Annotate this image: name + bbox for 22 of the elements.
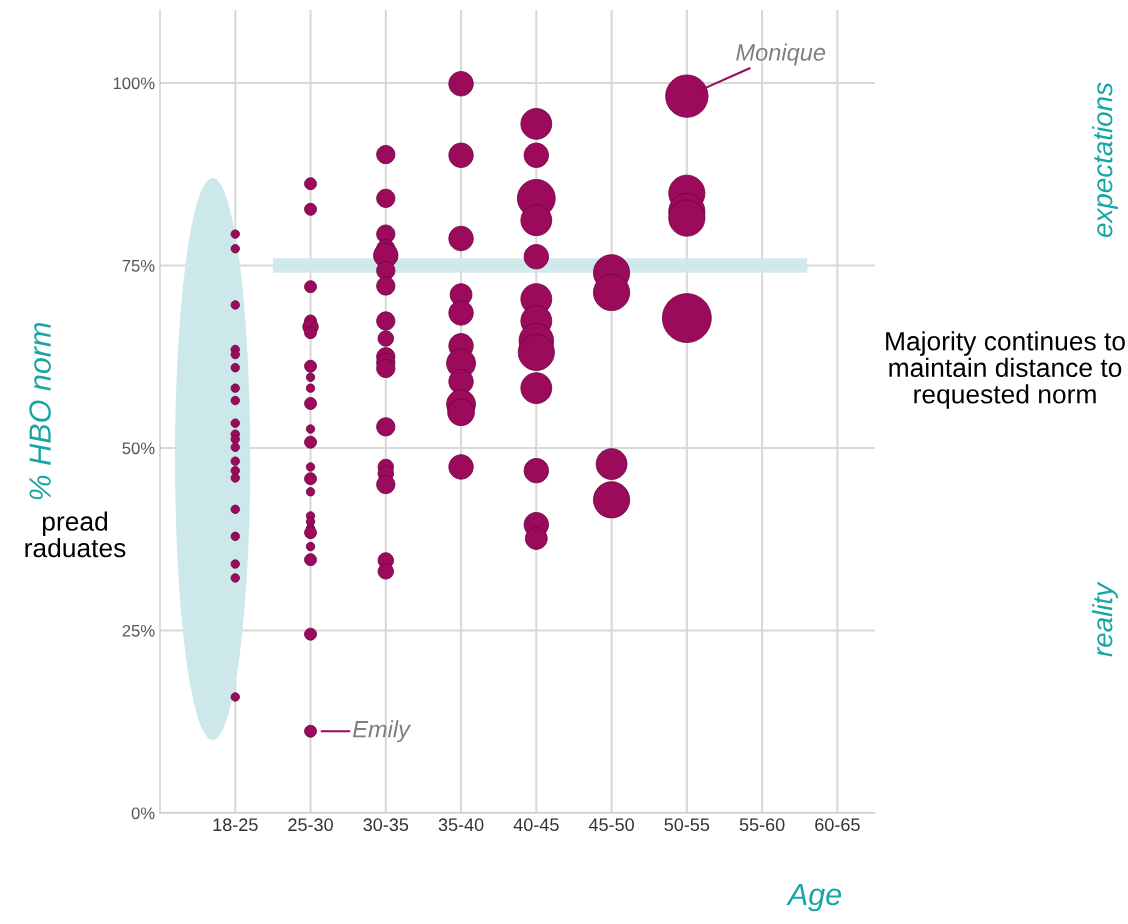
x-axis-title: Age: [786, 883, 842, 912]
annotation: Emily: [352, 720, 412, 743]
y-tick-label: 25%: [122, 624, 155, 637]
y-tick-label: 50%: [122, 442, 155, 455]
text: reality: [1092, 581, 1118, 657]
x-tick-label: 40-45: [513, 818, 559, 832]
x-tick-label: 30-35: [363, 818, 409, 832]
annotation: Monique: [736, 43, 826, 66]
x-tick-label: 60-65: [815, 818, 860, 832]
text: expectations: [1092, 82, 1118, 238]
x-tick-label: 35-40: [438, 818, 484, 832]
x-tick-label: 50-55: [664, 818, 710, 832]
y-tick-label: 100%: [113, 77, 155, 90]
y-axis-title: % HBO norm: [29, 322, 51, 500]
x-tick-label: 45-50: [588, 818, 634, 832]
text: pread raduates: [25, 511, 126, 558]
x-tick-label: 18-25: [213, 818, 258, 832]
x-tick-label: 55-60: [739, 818, 785, 832]
text: Majority continues to maintain distance to requested norm: [886, 331, 1125, 409]
y-tick-label: 0%: [131, 807, 155, 820]
y-tick-label: 75%: [122, 259, 155, 272]
x-tick-label: 25-30: [288, 818, 333, 832]
